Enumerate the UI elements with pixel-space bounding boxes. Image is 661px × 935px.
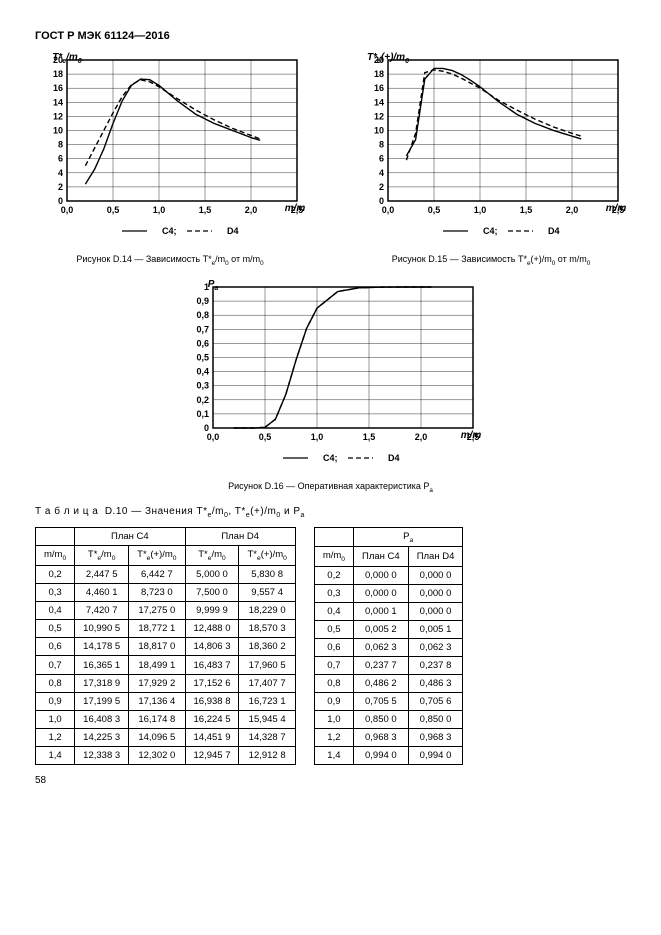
svg-text:10: 10 xyxy=(53,126,63,136)
table-row: 0,70,237 70,237 8 xyxy=(314,657,463,675)
svg-text:0,8: 0,8 xyxy=(196,310,209,320)
table-row: 1,00,850 00,850 0 xyxy=(314,711,463,729)
table-row: 0,50,005 20,005 1 xyxy=(314,621,463,639)
tables-row: План C4План D4m/m0T*e/m0T*e(+)/m0T*e/m0T… xyxy=(35,527,626,766)
svg-text:2,0: 2,0 xyxy=(414,432,427,442)
table-row: 0,90,705 50,705 6 xyxy=(314,693,463,711)
svg-text:D4: D4 xyxy=(388,453,400,463)
chart-d15-wrap: T*e(+)/m0024681012141618200,00,51,01,52,… xyxy=(356,52,626,273)
svg-text:1,0: 1,0 xyxy=(474,205,487,215)
table-row: 1,214,225 314,096 514,451 914,328 7 xyxy=(36,729,296,747)
svg-text:2: 2 xyxy=(379,182,384,192)
svg-text:8: 8 xyxy=(379,140,384,150)
svg-text:14: 14 xyxy=(374,97,384,107)
chart-d16: Pa00,10,20,30,40,50,60,70,80,910,00,51,0… xyxy=(181,279,481,475)
svg-text:0,5: 0,5 xyxy=(196,352,209,362)
chart-d16-wrap: Pa00,10,20,30,40,50,60,70,80,910,00,51,0… xyxy=(35,279,626,494)
table-right: Pam/m0План C4План D40,20,000 00,000 00,3… xyxy=(314,527,464,766)
table-row: 0,917,199 517,136 416,938 816,723 1 xyxy=(36,692,296,710)
svg-text:14: 14 xyxy=(53,97,63,107)
svg-text:1,5: 1,5 xyxy=(520,205,533,215)
table-row: 1,20,968 30,968 3 xyxy=(314,729,463,747)
svg-text:18: 18 xyxy=(53,69,63,79)
svg-text:4: 4 xyxy=(58,168,63,178)
svg-text:18: 18 xyxy=(374,69,384,79)
table-row: 0,60,062 30,062 3 xyxy=(314,639,463,657)
table-row: 0,716,365 118,499 116,483 717,960 5 xyxy=(36,656,296,674)
chart-d15-caption: Рисунок D.15 — Зависимость T*e(+)/m0 от … xyxy=(356,254,626,267)
svg-text:0,9: 0,9 xyxy=(196,296,209,306)
svg-text:6: 6 xyxy=(379,154,384,164)
svg-text:2,0: 2,0 xyxy=(566,205,579,215)
svg-text:0,2: 0,2 xyxy=(196,395,209,405)
svg-text:2,0: 2,0 xyxy=(245,205,258,215)
table-row: 0,34,460 18,723 07,500 09,557 4 xyxy=(36,583,296,601)
svg-text:12: 12 xyxy=(374,111,384,121)
table-row: 1,016,408 316,174 816,224 515,945 4 xyxy=(36,710,296,728)
table-row: 0,30,000 00,000 0 xyxy=(314,585,463,603)
table-row: 0,40,000 10,000 0 xyxy=(314,603,463,621)
chart-d14-wrap: T*e/m0024681012141618200,00,51,01,52,02,… xyxy=(35,52,305,273)
svg-text:12: 12 xyxy=(53,111,63,121)
chart-d15: T*e(+)/m0024681012141618200,00,51,01,52,… xyxy=(356,52,626,248)
table-row: 1,40,994 00,994 0 xyxy=(314,747,463,765)
chart-d14-caption: Рисунок D.14 — Зависимость T*e/m0 от m/m… xyxy=(35,254,305,267)
table-row: 0,80,486 20,486 3 xyxy=(314,675,463,693)
svg-text:16: 16 xyxy=(374,83,384,93)
svg-text:8: 8 xyxy=(58,140,63,150)
svg-text:1,5: 1,5 xyxy=(362,432,375,442)
table-title: Т а б л и ц а D.10 — Значения T*e/m0, T*… xyxy=(35,506,626,519)
table-row: 0,510,990 518,772 112,488 018,570 3 xyxy=(36,620,296,638)
svg-text:16: 16 xyxy=(53,83,63,93)
svg-text:10: 10 xyxy=(374,126,384,136)
table-row: 1,412,338 312,302 012,945 712,912 8 xyxy=(36,747,296,765)
chart-d14: T*e/m0024681012141618200,00,51,01,52,02,… xyxy=(35,52,305,248)
svg-text:20: 20 xyxy=(53,55,63,65)
svg-text:0,0: 0,0 xyxy=(382,205,395,215)
svg-text:1,0: 1,0 xyxy=(153,205,166,215)
svg-text:2: 2 xyxy=(58,182,63,192)
svg-text:4: 4 xyxy=(379,168,384,178)
table-row: 0,22,447 56,442 75,000 05,830 8 xyxy=(36,565,296,583)
svg-text:0,1: 0,1 xyxy=(196,409,209,419)
svg-text:C4;: C4; xyxy=(483,226,498,236)
table-row: 0,614,178 518,817 014,806 318,360 2 xyxy=(36,638,296,656)
svg-text:0,0: 0,0 xyxy=(206,432,219,442)
svg-text:0,5: 0,5 xyxy=(258,432,271,442)
page-number: 58 xyxy=(35,775,626,786)
svg-text:C4;: C4; xyxy=(323,453,338,463)
svg-text:D4: D4 xyxy=(548,226,560,236)
svg-text:0,5: 0,5 xyxy=(107,205,120,215)
svg-text:0,7: 0,7 xyxy=(196,324,209,334)
table-row: 0,20,000 00,000 0 xyxy=(314,567,463,585)
svg-text:1,0: 1,0 xyxy=(310,432,323,442)
doc-header: ГОСТ Р МЭК 61124—2016 xyxy=(35,30,626,42)
table-row: 0,47,420 717,275 09,999 918,229 0 xyxy=(36,602,296,620)
svg-text:0,6: 0,6 xyxy=(196,338,209,348)
svg-text:20: 20 xyxy=(374,55,384,65)
top-charts-row: T*e/m0024681012141618200,00,51,01,52,02,… xyxy=(35,52,626,273)
table-row: 0,817,318 917,929 217,152 617,407 7 xyxy=(36,674,296,692)
svg-text:D4: D4 xyxy=(227,226,239,236)
svg-text:1: 1 xyxy=(203,282,208,292)
svg-text:0,4: 0,4 xyxy=(196,366,209,376)
svg-text:6: 6 xyxy=(58,154,63,164)
table-left: План C4План D4m/m0T*e/m0T*e(+)/m0T*e/m0T… xyxy=(35,527,296,766)
svg-text:C4;: C4; xyxy=(162,226,177,236)
chart-d16-caption: Рисунок D.16 — Оперативная характеристик… xyxy=(35,481,626,494)
svg-text:1,5: 1,5 xyxy=(199,205,212,215)
svg-text:0,3: 0,3 xyxy=(196,380,209,390)
svg-text:0,0: 0,0 xyxy=(61,205,74,215)
svg-text:0,5: 0,5 xyxy=(428,205,441,215)
